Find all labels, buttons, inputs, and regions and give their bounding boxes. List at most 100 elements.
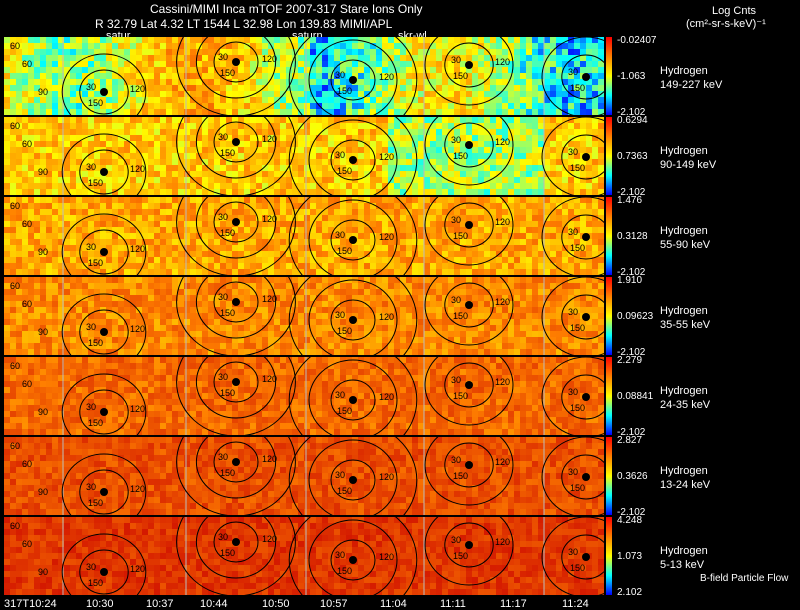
heatmap-cell <box>28 331 34 337</box>
heatmap-cell <box>310 85 316 91</box>
heatmap-cell <box>502 251 508 257</box>
heatmap-cell <box>136 257 142 263</box>
heatmap-cell <box>322 263 328 269</box>
heatmap-cell <box>148 239 154 245</box>
heatmap-cell <box>400 227 406 233</box>
heatmap-cell <box>46 301 52 307</box>
heatmap-cell <box>40 263 46 269</box>
heatmap-cell <box>550 325 556 331</box>
heatmap-cell <box>352 209 358 215</box>
heatmap-cell <box>364 233 370 239</box>
heatmap-cell <box>184 37 190 43</box>
heatmap-cell <box>34 263 40 269</box>
heatmap-cell <box>364 203 370 209</box>
heatmap-cell <box>10 147 16 153</box>
heatmap-cell <box>142 215 148 221</box>
heatmap-cell <box>178 49 184 55</box>
heatmap-cell <box>580 109 586 115</box>
heatmap-cell <box>514 135 520 141</box>
heatmap-cell <box>262 43 268 49</box>
heatmap-cell <box>268 307 274 313</box>
heatmap-cell <box>508 269 514 275</box>
heatmap-cell <box>364 269 370 275</box>
heatmap-cell <box>526 147 532 153</box>
heatmap-cell <box>526 183 532 189</box>
heatmap-cell <box>64 289 70 295</box>
heatmap-cell <box>484 37 490 43</box>
heatmap-cell <box>364 49 370 55</box>
heatmap-cell <box>178 141 184 147</box>
contour-label: 30 <box>451 135 461 145</box>
heatmap-cell <box>22 289 28 295</box>
heatmap-cell <box>418 227 424 233</box>
heatmap-cell <box>82 277 88 283</box>
heatmap-cell <box>82 147 88 153</box>
heatmap-cell <box>442 165 448 171</box>
heatmap-cell <box>166 239 172 245</box>
heatmap-cell <box>154 325 160 331</box>
heatmap-cell <box>322 135 328 141</box>
heatmap-cell <box>244 257 250 263</box>
heatmap-cell <box>76 289 82 295</box>
heatmap-cell <box>190 239 196 245</box>
heatmap-cell <box>28 251 34 257</box>
heatmap-cell <box>592 189 598 195</box>
heatmap-cell <box>190 331 196 337</box>
heatmap-cell <box>46 257 52 263</box>
heatmap-cell <box>328 183 334 189</box>
heatmap-cell <box>346 209 352 215</box>
heatmap-cell <box>130 153 136 159</box>
heatmap-cell <box>274 319 280 325</box>
heatmap-cell <box>286 43 292 49</box>
heatmap-cell <box>466 49 472 55</box>
heatmap-cell <box>142 109 148 115</box>
heatmap-cell <box>64 221 70 227</box>
heatmap-cell <box>106 233 112 239</box>
heatmap-cell <box>118 319 124 325</box>
heatmap-cell <box>358 203 364 209</box>
heatmap-cell <box>514 37 520 43</box>
heatmap-cell <box>226 245 232 251</box>
heatmap-cell <box>118 289 124 295</box>
heatmap-cell <box>106 73 112 79</box>
heatmap-cell <box>598 289 604 295</box>
heatmap-cell <box>562 97 568 103</box>
heatmap-cell <box>532 91 538 97</box>
contour-label: 150 <box>88 178 103 188</box>
heatmap-cell <box>316 97 322 103</box>
heatmap-cell <box>298 307 304 313</box>
heatmap-cell <box>442 171 448 177</box>
heatmap-cell <box>40 183 46 189</box>
heatmap-cell <box>52 79 58 85</box>
heatmap-cell <box>544 129 550 135</box>
heatmap-cell <box>268 147 274 153</box>
heatmap-cell <box>400 85 406 91</box>
heatmap-cell <box>298 183 304 189</box>
heatmap-cell <box>388 277 394 283</box>
heatmap-cell <box>250 135 256 141</box>
heatmap-cell <box>304 269 310 275</box>
heatmap-cell <box>256 117 262 123</box>
heatmap-cell <box>112 203 118 209</box>
heatmap-cell <box>538 37 544 43</box>
heatmap-cell <box>10 189 16 195</box>
heatmap-cell <box>76 37 82 43</box>
units-label: Log Cnts <box>712 5 756 17</box>
heatmap-cell <box>184 97 190 103</box>
heatmap-cell <box>184 103 190 109</box>
heatmap-cell <box>490 251 496 257</box>
heatmap-cell <box>304 43 310 49</box>
heatmap-cell <box>298 215 304 221</box>
heatmap-cell <box>478 221 484 227</box>
heatmap-cell <box>280 159 286 165</box>
heatmap-cell <box>550 91 556 97</box>
heatmap-cell <box>40 277 46 283</box>
heatmap-cell <box>376 141 382 147</box>
heatmap-cell <box>316 277 322 283</box>
heatmap-cell <box>430 153 436 159</box>
heatmap-cell <box>472 215 478 221</box>
heatmap-cell <box>400 159 406 165</box>
heatmap-cell <box>70 67 76 73</box>
heatmap-cell <box>430 307 436 313</box>
heatmap-cell <box>586 129 592 135</box>
